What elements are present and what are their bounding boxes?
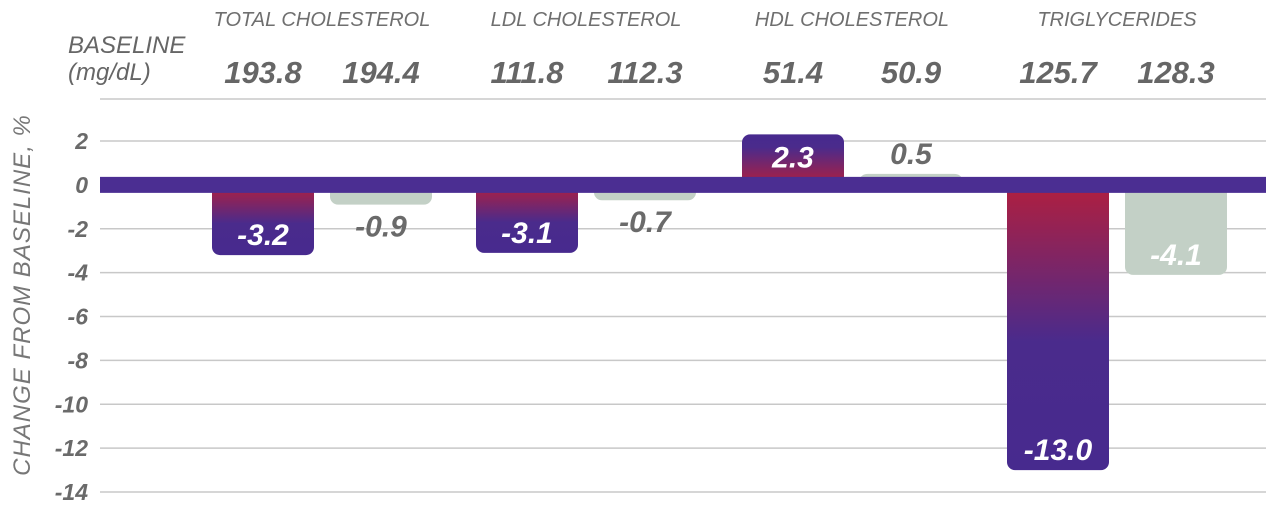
y-axis-label: CHANGE FROM BASELINE, % xyxy=(9,114,36,476)
bar xyxy=(742,134,844,185)
y-tick-label: -8 xyxy=(68,347,89,373)
data-label: 2.3 xyxy=(771,141,814,174)
baseline-label-line1: BASELINE xyxy=(68,32,186,59)
y-tick-label: 2 xyxy=(74,128,88,154)
data-label: -4.1 xyxy=(1150,239,1202,272)
bar xyxy=(1125,184,1227,275)
data-label: -0.7 xyxy=(619,206,672,239)
data-label: 0.5 xyxy=(890,138,933,171)
bar xyxy=(212,184,314,256)
y-tick-label: 0 xyxy=(75,172,88,198)
baseline-value: 51.4 xyxy=(763,55,823,90)
value-labels: -3.2 -3.1 2.3 -13.0 -0.9 -0.7 0.5 -4.1 xyxy=(237,138,1202,467)
data-label: -3.1 xyxy=(501,217,553,250)
category-labels: TOTAL CHOLESTEROL LDL CHOLESTEROL HDL CHOL… xyxy=(214,9,1198,31)
data-label: -0.9 xyxy=(355,211,407,244)
y-tick-label: -10 xyxy=(55,391,88,417)
y-tick-label: -6 xyxy=(68,304,89,330)
baseline-value: 112.3 xyxy=(607,55,682,90)
baseline-value: 50.9 xyxy=(881,55,942,90)
y-tick-label: -4 xyxy=(68,260,89,286)
category-label: TOTAL CHOLESTEROL xyxy=(214,9,431,31)
baseline-value: 125.7 xyxy=(1019,55,1098,90)
baseline-value: 193.8 xyxy=(224,55,302,90)
bars xyxy=(212,134,1227,471)
category-label: TRIGLYCERIDES xyxy=(1037,9,1197,31)
category-label: HDL CHOLESTEROL xyxy=(755,9,949,31)
baseline-values: 193.8 111.8 51.4 125.7 194.4 112.3 50.9 128.3 xyxy=(224,55,1215,90)
bar xyxy=(1007,184,1109,471)
category-label: LDL CHOLESTEROL xyxy=(491,9,682,31)
data-label: -3.2 xyxy=(237,219,289,252)
data-label: -13.0 xyxy=(1024,434,1093,467)
baseline-label-line2: (mg/dL) xyxy=(68,59,151,86)
baseline-value: 111.8 xyxy=(491,55,565,90)
y-tick-label: -12 xyxy=(55,435,88,461)
y-axis-ticks: 2 0 -2 -4 -6 -8 -10 -12 -14 xyxy=(55,128,88,505)
bar xyxy=(476,184,578,253)
baseline-value: 194.4 xyxy=(342,55,420,90)
baseline-value: 128.3 xyxy=(1137,55,1215,90)
zero-line xyxy=(100,176,1266,193)
y-tick-label: -2 xyxy=(68,216,89,242)
y-tick-label: -14 xyxy=(55,479,88,505)
